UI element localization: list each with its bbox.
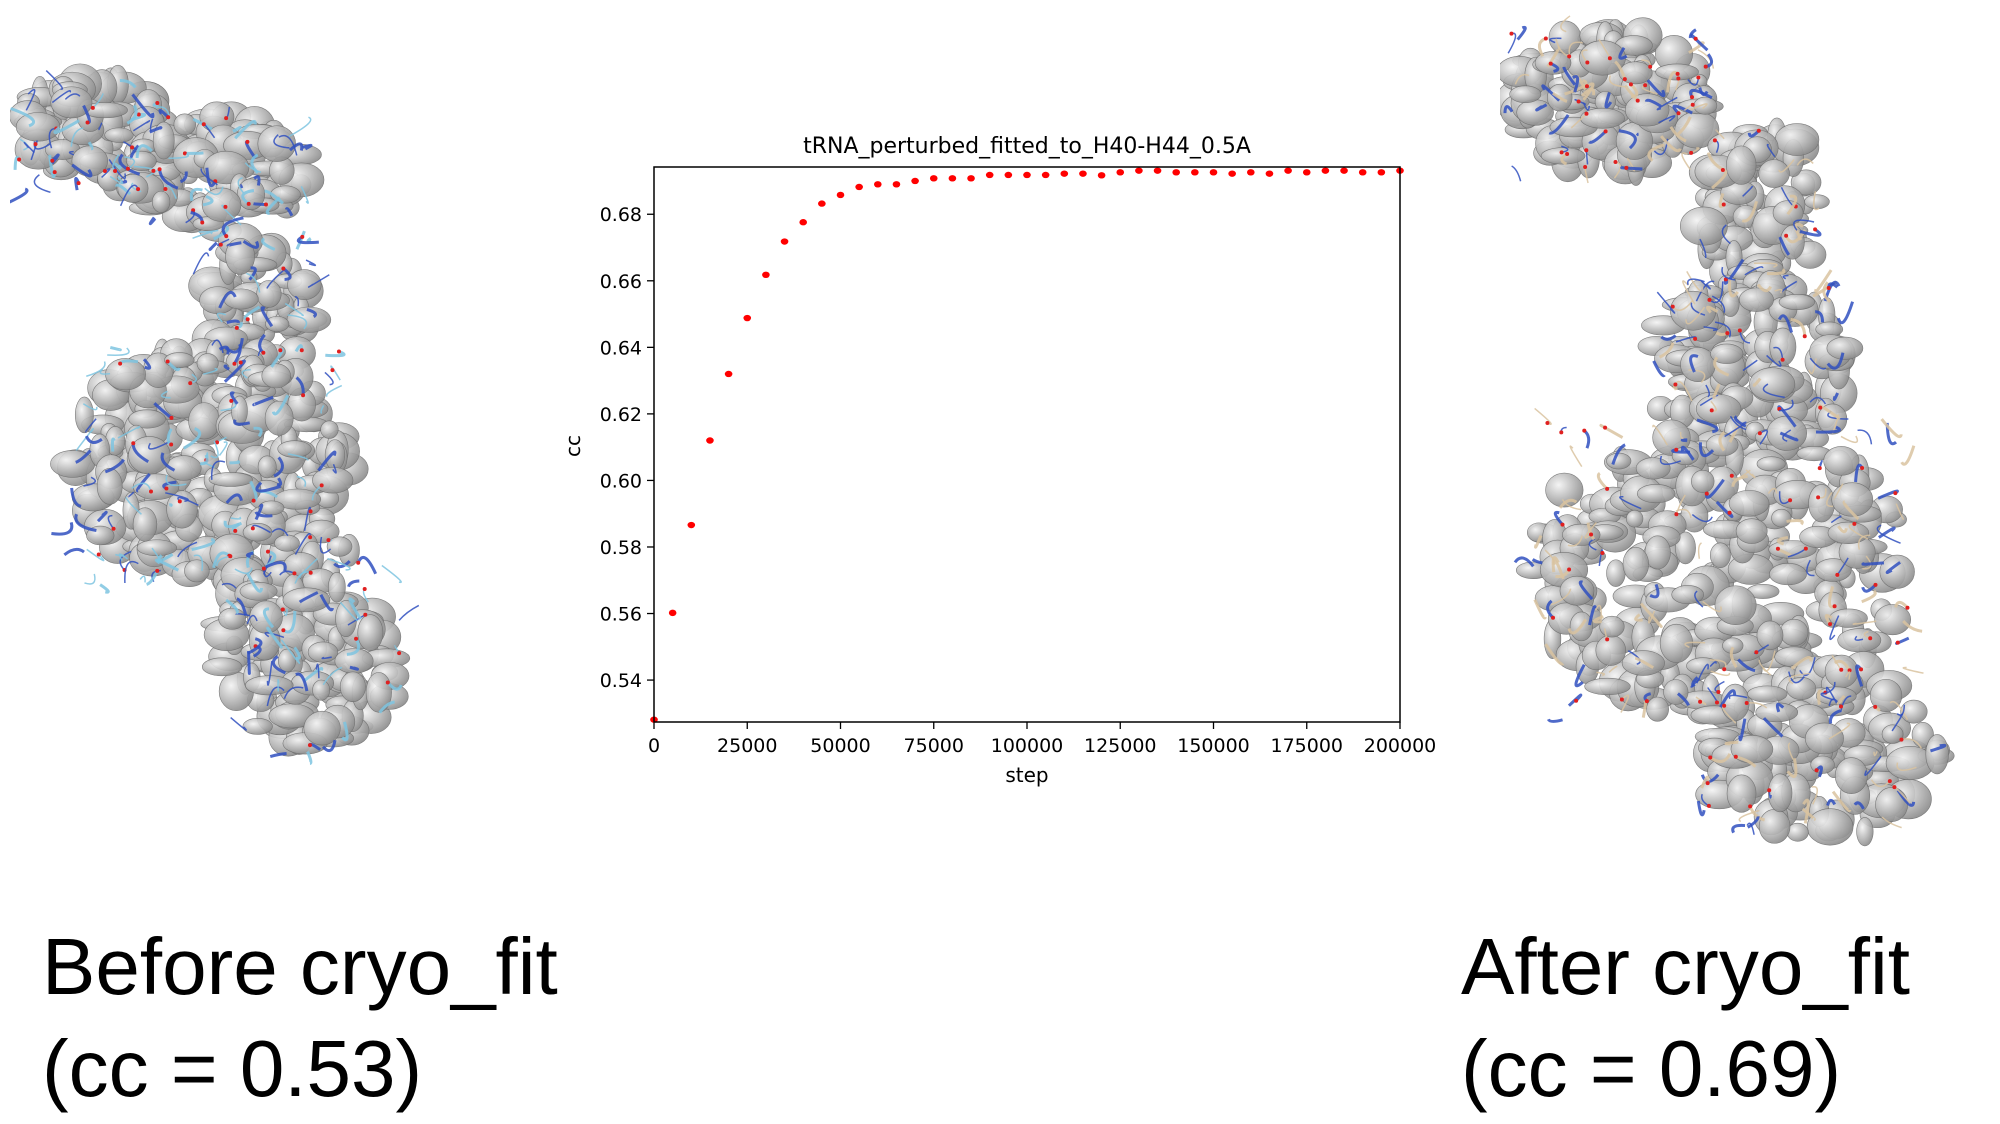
after-caption: After cryo_fit (cc = 0.69) — [1461, 916, 1910, 1120]
x-tick-label: 100000 — [991, 735, 1064, 757]
data-point — [1191, 169, 1199, 176]
y-tick-label: 0.56 — [600, 604, 642, 626]
data-point — [874, 181, 882, 188]
atomic-model — [1503, 15, 1947, 835]
before-caption-title: Before cryo_fit — [42, 922, 558, 1011]
x-tick-label: 175000 — [1270, 735, 1343, 757]
data-point — [1340, 167, 1348, 174]
data-point — [818, 200, 826, 207]
data-point — [1079, 170, 1087, 177]
data-point — [1060, 170, 1069, 177]
y-tick-label: 0.54 — [600, 670, 642, 692]
data-point — [799, 219, 807, 226]
data-point — [1247, 169, 1255, 176]
chart-title: tRNA_perturbed_fitted_to_H40-H44_0.5A — [803, 134, 1251, 159]
y-tick-label: 0.64 — [600, 337, 642, 359]
atomic-model — [10, 69, 420, 765]
data-point — [668, 609, 677, 617]
data-point — [1265, 170, 1274, 177]
before-caption: Before cryo_fit (cc = 0.53) — [42, 916, 558, 1120]
data-point — [1004, 171, 1013, 179]
y-axis-label: cc — [561, 435, 585, 457]
data-point — [1041, 171, 1050, 179]
y-tick-label: 0.62 — [600, 404, 642, 426]
density-map — [1500, 17, 1955, 847]
data-point — [1302, 169, 1311, 176]
data-point — [948, 175, 957, 182]
x-tick-label: 50000 — [810, 735, 870, 757]
data-point — [1116, 169, 1125, 176]
data-point — [892, 181, 901, 188]
data-point — [985, 171, 994, 179]
x-tick-label: 125000 — [1084, 735, 1157, 757]
data-point — [1228, 170, 1236, 177]
before-caption-cc: (cc = 0.53) — [42, 1024, 423, 1113]
data-point — [836, 191, 845, 199]
after-fit-molecule-image — [1500, 15, 1955, 847]
x-tick-label: 0 — [648, 735, 660, 757]
data-point — [1023, 171, 1031, 179]
plot-frame — [653, 166, 1401, 723]
after-caption-title: After cryo_fit — [1461, 922, 1911, 1011]
x-tick-label: 200000 — [1364, 735, 1437, 757]
data-point — [967, 175, 975, 182]
data-point — [1172, 169, 1180, 176]
x-tick-label: 150000 — [1177, 735, 1250, 757]
y-tick-label: 0.58 — [600, 537, 642, 559]
data-point — [1135, 167, 1143, 174]
data-point — [687, 521, 696, 529]
data-point — [855, 183, 863, 191]
data-point — [762, 271, 770, 279]
data-point — [1358, 169, 1367, 176]
data-point — [929, 175, 938, 182]
data-point — [1209, 169, 1218, 176]
data-point — [1153, 167, 1162, 174]
data-point — [1377, 169, 1386, 176]
y-tick-label: 0.60 — [600, 470, 642, 492]
data-point — [780, 238, 789, 245]
before-fit-molecule-image — [10, 63, 420, 765]
after-caption-cc: (cc = 0.69) — [1461, 1024, 1842, 1113]
data-point — [1097, 172, 1106, 179]
data-point — [743, 314, 752, 322]
data-point — [706, 437, 714, 444]
data-point — [1321, 167, 1330, 174]
y-tick-label: 0.68 — [600, 204, 642, 226]
x-tick-label: 75000 — [904, 735, 964, 757]
data-point — [911, 177, 919, 185]
x-axis-label: step — [1005, 763, 1048, 787]
x-tick-label: 25000 — [717, 735, 777, 757]
data-point — [724, 370, 733, 378]
y-tick-label: 0.66 — [600, 271, 642, 293]
data-point — [1284, 167, 1292, 174]
